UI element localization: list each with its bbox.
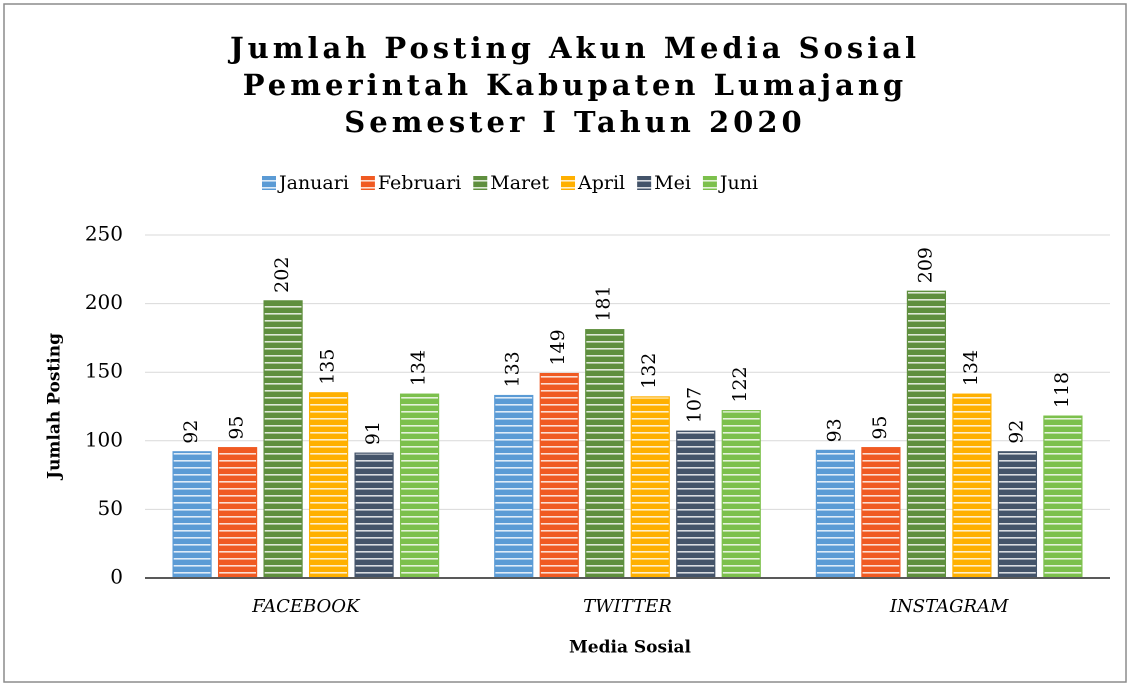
value-label: 122 xyxy=(729,366,751,402)
value-label: 107 xyxy=(684,387,706,423)
value-label: 149 xyxy=(547,329,569,365)
value-label: 93 xyxy=(823,418,845,442)
bar xyxy=(263,300,303,579)
chart-title: Jumlah Posting Akun Media Sosial xyxy=(227,31,920,65)
legend-label: Juni xyxy=(718,172,758,194)
value-label: 95 xyxy=(226,415,248,439)
bar xyxy=(952,393,992,579)
value-label: 91 xyxy=(362,421,384,445)
value-label: 92 xyxy=(180,420,202,444)
legend-swatch xyxy=(473,176,488,190)
value-label: 95 xyxy=(869,415,891,439)
legend-label: Mei xyxy=(654,172,691,194)
bar xyxy=(494,394,534,579)
bar xyxy=(721,410,761,579)
x-axis-label: Media Sosial xyxy=(569,638,692,658)
bar xyxy=(861,447,901,579)
value-label: 134 xyxy=(960,350,982,386)
chart-title: Pemerintah Kabupaten Lumajang xyxy=(243,68,907,102)
x-tick-label: TWITTER xyxy=(583,596,672,617)
legend-label: Maret xyxy=(490,172,549,194)
legend-swatch xyxy=(262,176,276,190)
value-label: 209 xyxy=(914,247,936,283)
legend-label: Februari xyxy=(378,172,461,194)
legend-label: April xyxy=(577,172,625,194)
chart-title: Semester I Tahun 2020 xyxy=(344,105,805,139)
bar xyxy=(354,452,394,579)
bar xyxy=(585,329,625,579)
x-tick-label: INSTAGRAM xyxy=(889,596,1009,617)
legend-label: Januari xyxy=(277,172,349,194)
y-tick-label: 250 xyxy=(85,222,123,246)
value-label: 118 xyxy=(1051,372,1073,408)
bar xyxy=(308,392,349,579)
value-label: 134 xyxy=(408,350,430,386)
y-tick-label: 0 xyxy=(110,565,123,589)
bar xyxy=(539,372,579,579)
bar xyxy=(997,451,1038,579)
legend-swatch xyxy=(360,176,375,190)
legend-swatch xyxy=(637,176,652,190)
y-axis-label: Jumlah Posting xyxy=(45,333,65,481)
y-tick-label: 50 xyxy=(98,496,123,520)
bar xyxy=(815,449,856,579)
legend-swatch xyxy=(702,176,717,190)
bar xyxy=(1043,415,1083,579)
bar xyxy=(217,447,258,579)
bar xyxy=(399,393,440,579)
bar xyxy=(172,451,212,579)
bar xyxy=(676,430,716,579)
value-label: 133 xyxy=(502,351,524,387)
bar xyxy=(906,290,947,579)
y-tick-label: 100 xyxy=(85,427,123,451)
value-label: 132 xyxy=(638,353,660,389)
x-tick-label: FACEBOOK xyxy=(251,596,361,617)
bar xyxy=(630,396,670,579)
value-label: 92 xyxy=(1005,420,1027,444)
value-label: 181 xyxy=(593,285,615,321)
value-label: 202 xyxy=(271,257,293,293)
value-label: 135 xyxy=(317,349,339,385)
legend-swatch xyxy=(561,176,576,190)
y-tick-label: 150 xyxy=(85,359,123,383)
y-tick-label: 200 xyxy=(85,290,123,314)
